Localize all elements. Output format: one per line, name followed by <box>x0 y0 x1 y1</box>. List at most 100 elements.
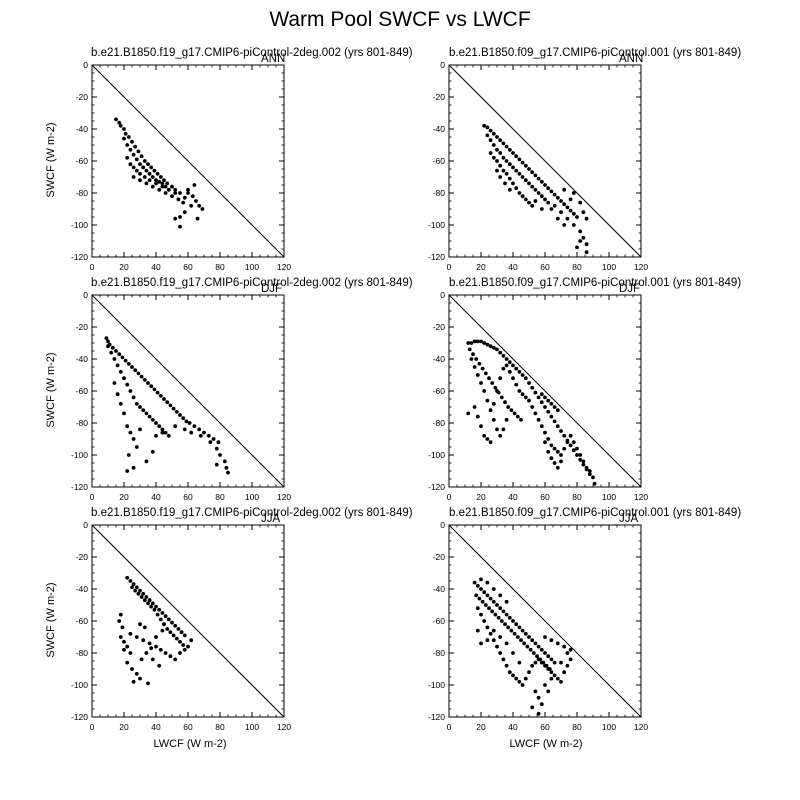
data-point <box>491 599 496 604</box>
data-point <box>533 689 538 694</box>
data-point <box>147 641 152 646</box>
data-point <box>591 475 595 480</box>
data-point <box>479 577 483 582</box>
data-point <box>138 427 142 432</box>
data-point <box>491 345 496 350</box>
data-point <box>520 194 525 199</box>
data-point <box>168 403 173 408</box>
data-point <box>504 663 509 668</box>
data-point <box>527 398 531 403</box>
data-point <box>559 210 563 215</box>
data-point <box>182 195 187 200</box>
data-point <box>523 395 528 400</box>
data-point <box>559 459 563 464</box>
data-point <box>154 604 158 609</box>
x-tick-label: 100 <box>245 722 259 732</box>
x-tick-label: 20 <box>119 722 129 732</box>
data-point <box>104 336 109 341</box>
data-point <box>158 175 163 179</box>
data-point <box>214 446 219 451</box>
data-point <box>115 392 120 397</box>
y-tick-label: -80 <box>76 188 89 198</box>
data-point <box>171 406 176 411</box>
data-point <box>106 339 110 344</box>
data-point <box>192 183 197 187</box>
reference-line <box>91 294 285 488</box>
y-tick-label: -20 <box>76 552 89 562</box>
x-tick-label: 80 <box>215 262 225 272</box>
data-point <box>114 349 118 353</box>
data-point <box>178 651 182 655</box>
data-point <box>533 173 538 178</box>
data-point <box>495 427 499 432</box>
y-tick-label: -60 <box>433 386 446 396</box>
data-point <box>504 599 509 604</box>
data-point <box>173 216 178 221</box>
data-point <box>490 609 495 614</box>
data-point <box>498 138 503 143</box>
data-point <box>522 641 527 646</box>
data-point <box>527 167 531 171</box>
data-point <box>536 191 541 195</box>
x-tick-label: 20 <box>476 722 486 732</box>
data-point <box>128 430 133 435</box>
data-point <box>118 401 123 406</box>
data-point <box>555 449 560 454</box>
data-point <box>562 202 567 207</box>
data-point <box>515 635 520 639</box>
data-point <box>552 673 557 678</box>
data-point <box>190 194 195 199</box>
data-point <box>485 638 490 643</box>
data-point <box>136 371 141 376</box>
y-tick-label: -120 <box>428 252 445 262</box>
data-point <box>125 143 130 147</box>
data-point <box>511 376 515 381</box>
data-point <box>469 341 474 345</box>
y-tick-label: 0 <box>83 520 88 530</box>
data-point <box>498 593 503 598</box>
data-point <box>514 382 519 387</box>
data-point <box>543 663 547 668</box>
data-point <box>584 465 589 470</box>
data-point <box>512 411 517 416</box>
data-point <box>536 395 541 400</box>
y-tick-label: -120 <box>71 482 88 492</box>
y-tick-label: -120 <box>428 712 445 722</box>
data-point <box>488 128 493 133</box>
data-point <box>138 622 142 627</box>
data-point <box>536 657 541 662</box>
y-tick-label: -60 <box>76 616 89 626</box>
data-point <box>533 660 538 665</box>
panel-2-title: b.e21.B1850.f09_g17.CMIP6-piControl.001 … <box>449 47 742 59</box>
data-point <box>491 131 496 136</box>
data-point <box>501 609 506 614</box>
x-tick-label: 80 <box>215 492 225 502</box>
data-point <box>181 643 186 647</box>
data-point <box>166 617 171 622</box>
data-point <box>552 660 557 665</box>
data-point <box>515 414 520 419</box>
data-point <box>546 437 551 441</box>
data-point <box>555 465 560 470</box>
data-point <box>543 197 547 202</box>
panel-5-season: JJA <box>261 513 281 525</box>
data-point <box>539 207 544 211</box>
data-point <box>163 430 168 435</box>
data-point <box>568 657 573 662</box>
data-point <box>495 159 499 163</box>
data-point <box>482 341 487 345</box>
y-tick-label: -120 <box>71 252 88 262</box>
panel-1-season: ANN <box>261 53 286 65</box>
data-point <box>533 187 538 192</box>
data-point <box>122 376 126 381</box>
data-point <box>503 622 507 627</box>
data-point <box>123 131 128 136</box>
y-tick-label: -60 <box>76 386 89 396</box>
data-point <box>546 200 551 205</box>
data-point <box>571 223 576 227</box>
data-point <box>144 595 149 599</box>
data-point <box>543 430 547 435</box>
data-point <box>498 433 503 438</box>
data-point <box>533 641 538 646</box>
x-tick-label: 0 <box>447 262 452 272</box>
